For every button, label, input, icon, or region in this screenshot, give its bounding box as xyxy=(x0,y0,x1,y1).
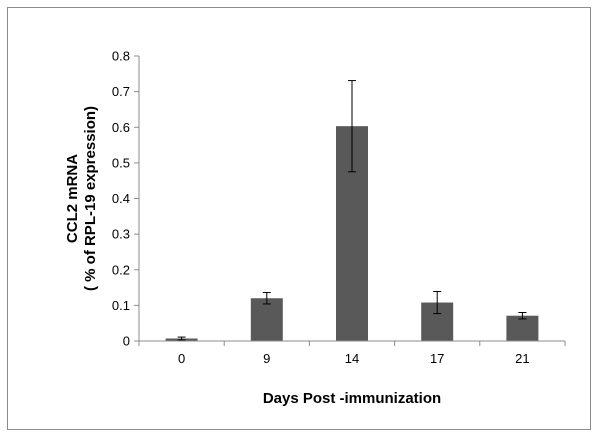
error-bar-14 xyxy=(348,80,356,173)
y-axis-title: CCL2 mRNA ( % of RPL-19 expression) xyxy=(64,106,99,291)
y-tick-label: 0.3 xyxy=(112,227,130,242)
x-axis-ticks: 0 9 14 17 21 xyxy=(138,341,566,366)
y-tick-label: 0.7 xyxy=(112,84,130,99)
y-tick-label: 0.6 xyxy=(112,120,130,135)
x-tick-label: 14 xyxy=(345,351,359,366)
y-tick-label: 0.2 xyxy=(112,262,130,277)
error-bar-9 xyxy=(262,292,271,305)
y-tick-label: 0.5 xyxy=(112,155,130,170)
bar-21 xyxy=(506,315,539,341)
y-tick-label: 0.8 xyxy=(112,49,130,64)
y-axis-title-line2: ( % of RPL-19 expression) xyxy=(82,106,99,291)
y-tick-label: 0.4 xyxy=(112,191,130,206)
x-tick-label: 0 xyxy=(178,351,185,366)
error-bar-0 xyxy=(177,336,186,341)
x-tick-label: 17 xyxy=(430,351,444,366)
error-bar-17 xyxy=(433,290,442,315)
x-axis-title: Days Post -immunization xyxy=(263,390,441,407)
x-tick-label: 21 xyxy=(515,351,529,366)
y-axis-ticks: 0 0.1 0.2 0.3 0.4 0.5 0.6 0.7 0.8 xyxy=(112,49,139,349)
error-bar-21 xyxy=(518,312,527,320)
bar-9 xyxy=(250,298,283,341)
bars xyxy=(165,80,539,342)
x-tick-label: 9 xyxy=(263,351,270,366)
y-tick-label: 0 xyxy=(123,334,130,349)
chart-frame xyxy=(7,7,591,430)
y-axis-title-line1: CCL2 mRNA xyxy=(64,154,81,243)
y-tick-label: 0.1 xyxy=(112,298,130,313)
